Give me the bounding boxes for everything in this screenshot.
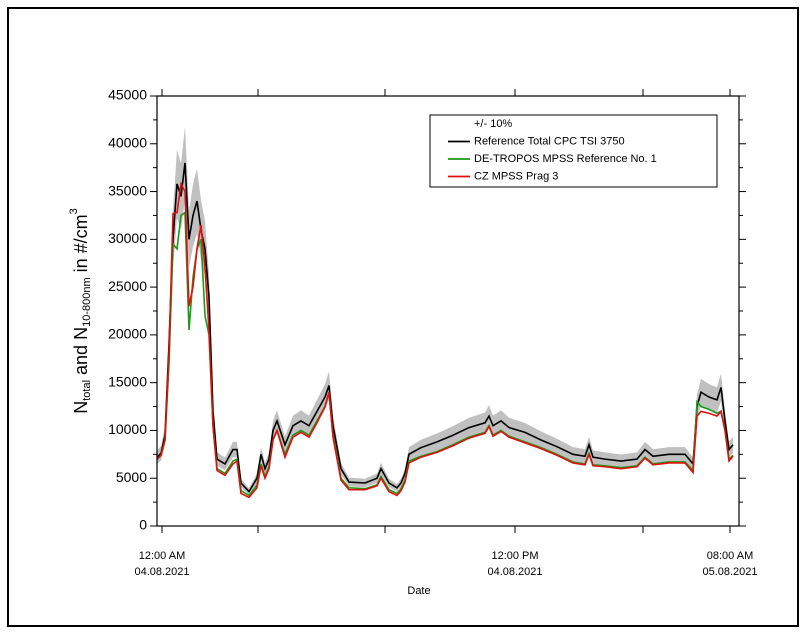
y-tick-label: 25000	[108, 278, 147, 294]
x-tick-label: 04.08.2021	[487, 566, 542, 578]
y-label-part: 3	[68, 208, 80, 214]
y-tick-label: 45000	[108, 87, 147, 103]
y-tick-label: 40000	[108, 134, 147, 150]
y-tick-label: 10000	[108, 421, 147, 437]
series-line	[156, 162, 734, 493]
y-tick-label: 5000	[116, 469, 147, 485]
y-label-part: in #/cm	[71, 214, 91, 277]
x-tick-label: 12:00 PM	[491, 550, 538, 562]
frame	[7, 7, 799, 627]
legend-label: Reference Total CPC TSI 3750	[474, 135, 625, 147]
y-tick-label: 35000	[108, 182, 147, 198]
legend-label: +/- 10%	[474, 118, 512, 130]
x-tick-label: 08:00 AM	[707, 550, 753, 562]
x-axis-label: Date	[407, 585, 430, 597]
y-label-part: 10-800nm	[81, 277, 93, 327]
x-tick-label: 04.08.2021	[134, 566, 189, 578]
y-axis-label: Ntotal and N10-800nm in #/cm3	[68, 208, 93, 414]
legend-swatch	[448, 120, 470, 128]
y-label-part: total	[81, 380, 93, 401]
x-tick-label: 12:00 AM	[139, 550, 185, 562]
legend-box	[429, 114, 718, 188]
legend-label: CZ MPSS Prag 3	[474, 170, 558, 182]
y-tick-label: 30000	[108, 230, 147, 246]
plot-area	[156, 126, 734, 499]
x-tick-label: 05.08.2021	[702, 566, 757, 578]
y-label-part: and N	[71, 327, 91, 380]
y-label-part: N	[71, 401, 91, 414]
legend-label: DE-TROPOS MPSS Reference No. 1	[474, 153, 657, 165]
y-tick-label: 20000	[108, 326, 147, 342]
series-line	[156, 181, 734, 499]
y-tick-label: 15000	[108, 373, 147, 389]
y-tick-label: 0	[139, 517, 147, 533]
band	[157, 126, 733, 496]
